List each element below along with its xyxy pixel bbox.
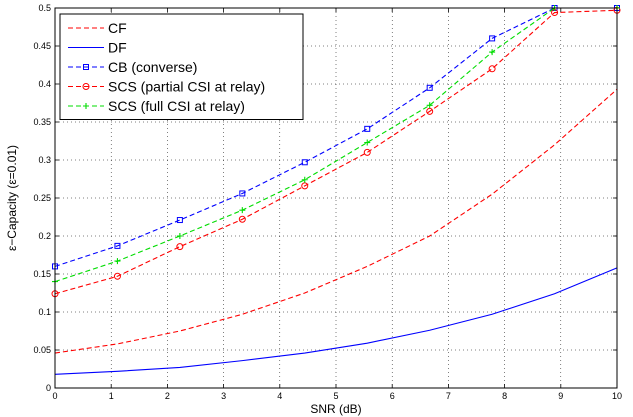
y-tick-label: 0.5 [38,3,51,13]
y-tick-label: 0.35 [33,117,51,127]
data-point-scs-partial-csi-at-relay [176,243,184,251]
data-point-cb-converse [489,35,496,42]
axis-ticks: 0 1 2 3 4 5 6 7 8 9 10 0 0.05 0.1 0.15 0.2 0.25 0.3 0.35 0.… [33,3,622,401]
y-tick-label: 0.1 [38,307,51,317]
x-tick-label: 4 [277,391,282,401]
legend-label: DF [108,40,127,56]
x-tick-label: 8 [502,391,507,401]
data-point-scs-partial-csi-at-relay [488,65,496,73]
x-tick-label: 9 [558,391,563,401]
series-line-cf [54,88,618,354]
legend-marker-scs-partial-csi-at-relay [82,83,90,90]
y-tick-label: 0.05 [33,345,51,355]
legend-label: CF [108,20,127,36]
x-tick-label: 5 [333,391,338,401]
data-point-cb-converse [426,84,433,91]
y-tick-label: 0.25 [33,193,51,203]
data-point-scs-full-csi-at-relay [239,207,246,214]
data-point-scs-full-csi-at-relay [176,233,183,239]
series-df [54,267,618,375]
x-tick-label: 3 [221,391,226,401]
legend: CF DF CB (converse) SCS (partial CSI at rel… [59,13,304,120]
x-tick-label: 2 [165,391,170,401]
y-tick-label: 0.4 [38,79,51,89]
x-tick-label: 7 [446,391,451,401]
legend-label: SCS (full CSI at relay) [108,98,245,114]
y-tick-label: 0 [46,383,51,393]
data-point-scs-partial-csi-at-relay [238,215,246,223]
series-line-cb-converse [54,7,617,267]
data-point-scs-full-csi-at-relay [426,102,433,109]
data-point-scs-partial-csi-at-relay [426,107,434,115]
grid-lines [55,8,617,388]
data-point-cb-converse [301,159,308,166]
legend-label: CB (converse) [108,59,197,75]
y-tick-label: 0.3 [38,155,51,165]
legend-marker-cb-converse [83,64,89,70]
y-tick-label: 0.15 [33,269,51,279]
y-tick-label: 0.45 [33,41,51,51]
data-point-scs-partial-csi-at-relay [113,272,121,280]
legend-label: SCS (partial CSI at relay) [108,79,265,95]
data-point-cb-converse [114,242,121,249]
legend-marker-scs-full-csi-at-relay [83,103,89,109]
x-tick-label: 0 [52,391,57,401]
x-tick-label: 6 [390,391,395,401]
data-point-cb-converse [364,125,371,132]
x-tick-label: 10 [612,391,622,401]
data-point-scs-partial-csi-at-relay [363,148,371,156]
series-line-scs-full-csi-at-relay [54,7,617,283]
data-point-scs-full-csi-at-relay [364,139,371,146]
y-axis-title: ε−Capacity (ε=0.01) [5,145,19,251]
series-layer [51,5,621,375]
series-cf [54,88,618,354]
data-point-scs-full-csi-at-relay [114,258,121,265]
data-point-scs-full-csi-at-relay [301,176,308,183]
series-line-scs-partial-csi-at-relay [54,9,618,295]
data-point-scs-partial-csi-at-relay [301,182,309,190]
x-tick-label: 1 [109,391,114,401]
data-point-cb-converse [239,190,246,197]
x-axis-title: SNR (dB) [310,402,361,416]
y-tick-label: 0.2 [38,231,51,241]
series-line-df [54,267,618,375]
data-point-cb-converse [176,217,183,224]
data-point-scs-full-csi-at-relay [489,49,496,56]
